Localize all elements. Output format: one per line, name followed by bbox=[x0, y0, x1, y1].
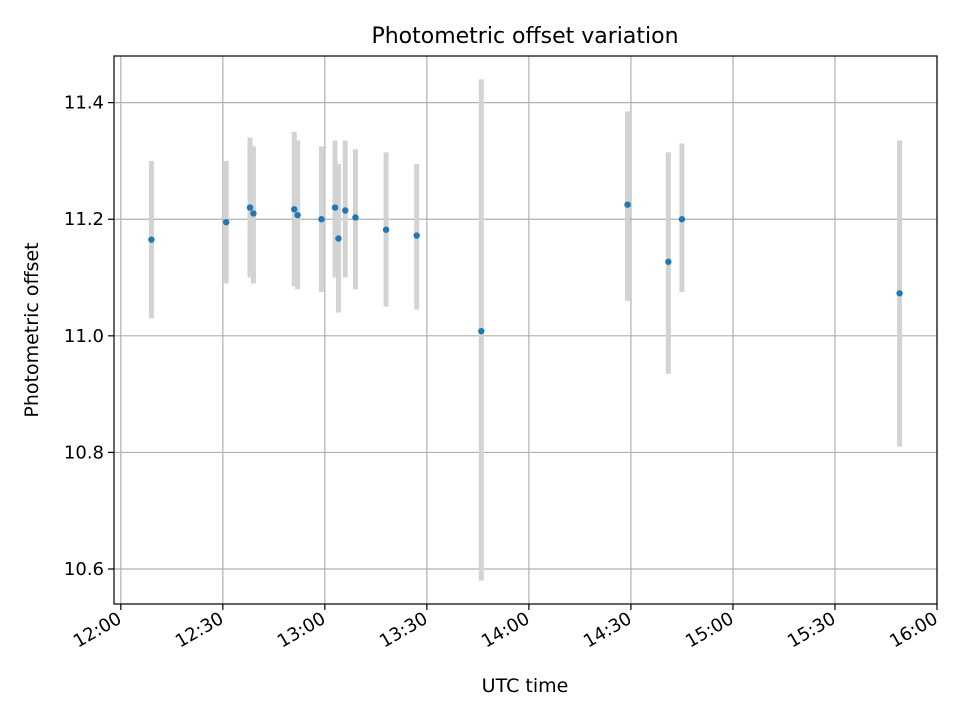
y-axis-ticks: 10.6 10.8 11.0 11.2 11.4 bbox=[64, 93, 114, 580]
data-point bbox=[335, 235, 342, 242]
data-point bbox=[246, 204, 254, 211]
data-point bbox=[331, 204, 339, 211]
y-tick-label: 11.0 bbox=[64, 326, 104, 347]
data-point bbox=[413, 232, 420, 239]
data-point bbox=[478, 327, 485, 335]
data-point bbox=[352, 214, 359, 221]
y-axis-label: Photometric offset bbox=[21, 242, 43, 417]
data-point bbox=[318, 216, 325, 223]
data-point bbox=[665, 258, 672, 265]
y-tick-label: 11.4 bbox=[64, 93, 104, 114]
data-point bbox=[342, 207, 349, 214]
data-point bbox=[223, 218, 230, 226]
data-points bbox=[148, 201, 903, 335]
plot-frame bbox=[113, 55, 938, 605]
x-axis-label: UTC time bbox=[482, 675, 569, 697]
data-point bbox=[624, 201, 631, 208]
y-tick-label: 10.8 bbox=[64, 442, 104, 463]
y-tick-label: 11.2 bbox=[64, 209, 104, 230]
data-point bbox=[678, 216, 686, 223]
chart-title: Photometric offset variation bbox=[371, 24, 678, 49]
data-point bbox=[250, 210, 257, 217]
data-point bbox=[294, 211, 301, 219]
data-point bbox=[291, 206, 298, 213]
data-point bbox=[148, 236, 155, 243]
data-point bbox=[896, 290, 903, 297]
data-point bbox=[382, 226, 390, 233]
y-tick-label: 10.6 bbox=[64, 559, 104, 580]
